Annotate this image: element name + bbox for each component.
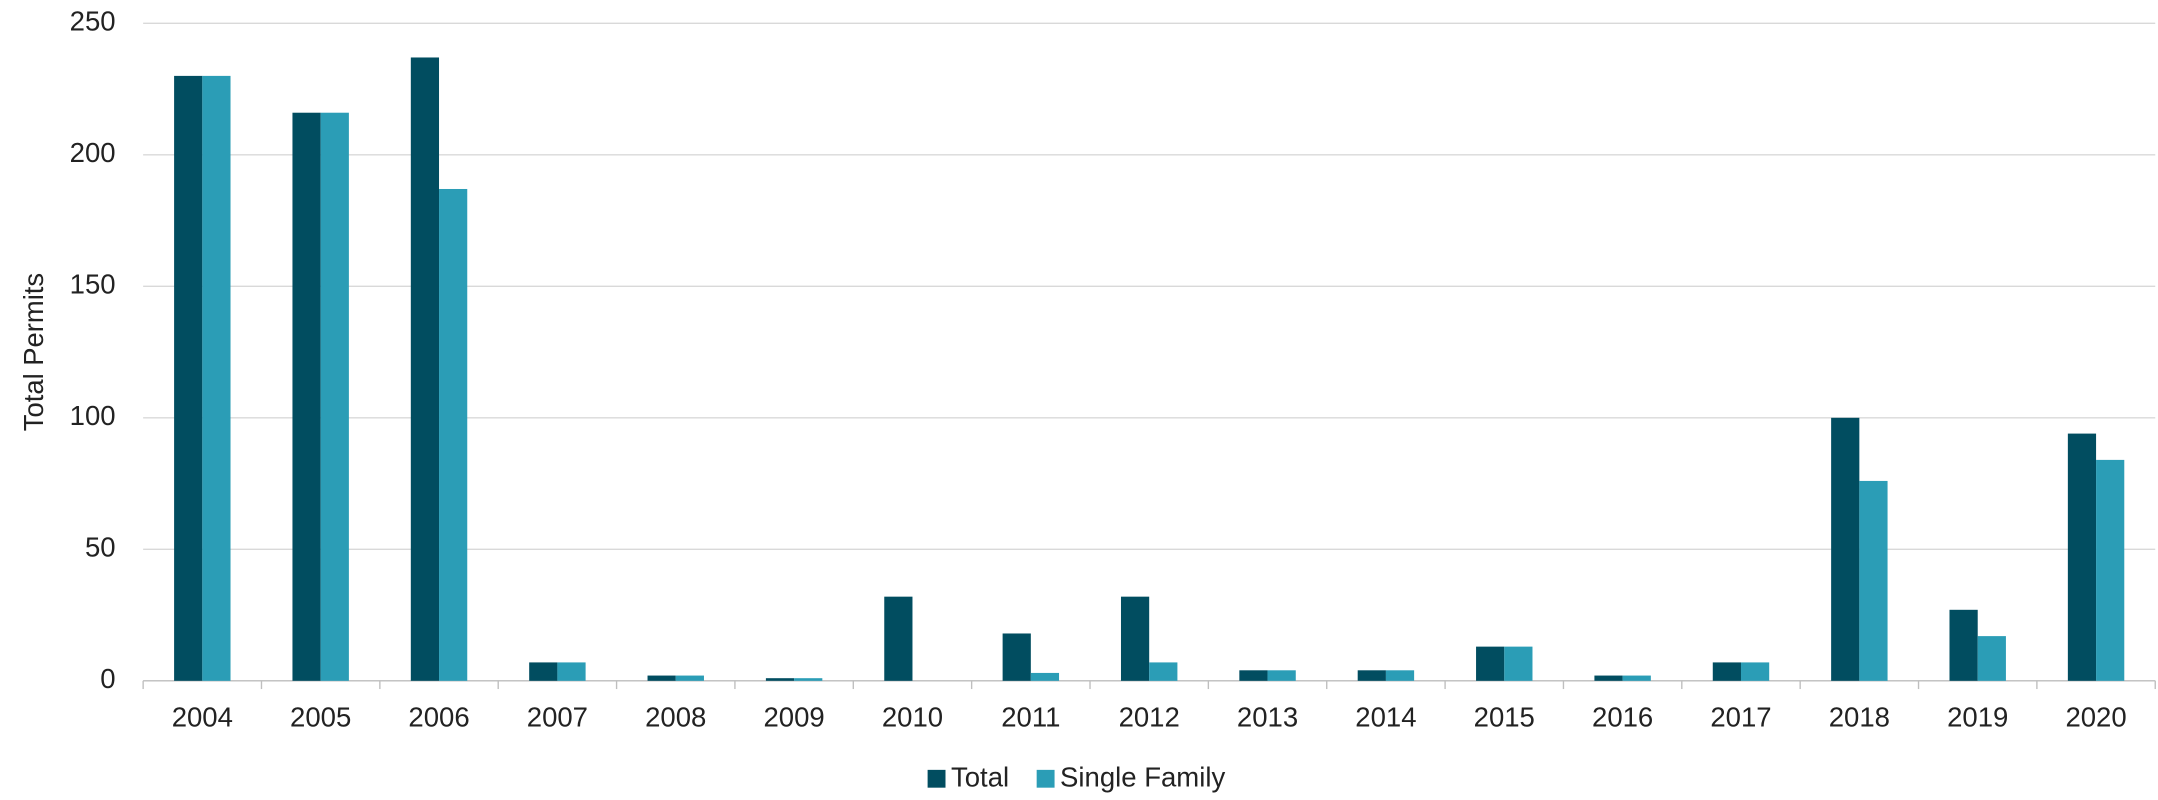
bar bbox=[1267, 670, 1296, 681]
bar bbox=[1859, 480, 1888, 681]
bar bbox=[1120, 596, 1150, 681]
bar bbox=[557, 662, 586, 681]
bar bbox=[1504, 646, 1533, 681]
x-tick-label: 2011 bbox=[1001, 701, 1060, 732]
y-tick-label: 100 bbox=[70, 400, 116, 431]
x-tick-label: 2009 bbox=[764, 701, 825, 732]
x-tick-label: 2018 bbox=[1829, 701, 1890, 732]
bar bbox=[439, 188, 468, 681]
bar bbox=[1357, 670, 1386, 681]
bar bbox=[675, 675, 704, 681]
bar bbox=[1949, 609, 1978, 681]
x-tick-label: 2005 bbox=[290, 701, 351, 732]
x-tick-label: 2010 bbox=[882, 701, 943, 732]
bar bbox=[2096, 459, 2125, 681]
bar bbox=[2067, 433, 2097, 681]
legend-swatch bbox=[927, 769, 946, 788]
bar bbox=[529, 662, 558, 681]
x-tick-label: 2004 bbox=[172, 701, 233, 732]
bar bbox=[1622, 675, 1651, 681]
legend-swatch bbox=[1036, 769, 1055, 788]
x-tick-label: 2014 bbox=[1355, 701, 1416, 732]
bar bbox=[1149, 662, 1178, 681]
y-tick-label: 150 bbox=[70, 269, 116, 300]
bar bbox=[1712, 662, 1741, 681]
y-axis-label: Total Permits bbox=[18, 273, 49, 431]
x-tick-label: 2017 bbox=[1710, 701, 1771, 732]
legend-label: Single Family bbox=[1060, 762, 1225, 793]
legend-label: Total bbox=[951, 762, 1009, 793]
y-tick-label: 250 bbox=[70, 6, 116, 37]
bar bbox=[1385, 670, 1415, 681]
y-tick-label: 50 bbox=[85, 532, 116, 563]
bar bbox=[1030, 672, 1060, 681]
bar bbox=[1740, 662, 1770, 681]
bar bbox=[1002, 633, 1031, 681]
x-tick-label: 2020 bbox=[2065, 701, 2126, 732]
x-tick-label: 2008 bbox=[645, 701, 706, 732]
bar bbox=[647, 675, 676, 681]
bar bbox=[1476, 646, 1505, 681]
x-tick-label: 2015 bbox=[1474, 701, 1535, 732]
x-tick-label: 2013 bbox=[1237, 701, 1298, 732]
x-tick-label: 2007 bbox=[527, 701, 588, 732]
bar bbox=[174, 75, 203, 681]
x-tick-label: 2019 bbox=[1947, 701, 2008, 732]
x-tick-label: 2006 bbox=[408, 701, 469, 732]
bar bbox=[1831, 417, 1860, 681]
bar bbox=[292, 112, 321, 681]
y-tick-label: 200 bbox=[70, 137, 116, 168]
bar bbox=[1239, 670, 1268, 681]
bar bbox=[794, 678, 823, 681]
bar bbox=[1594, 675, 1623, 681]
bar bbox=[410, 57, 440, 681]
x-tick-label: 2012 bbox=[1119, 701, 1180, 732]
bar bbox=[202, 75, 231, 681]
bar bbox=[765, 678, 795, 681]
bar bbox=[884, 596, 913, 681]
y-tick-label: 0 bbox=[100, 663, 115, 694]
bar bbox=[1977, 636, 2006, 681]
bar bbox=[320, 112, 349, 681]
x-tick-label: 2016 bbox=[1592, 701, 1653, 732]
